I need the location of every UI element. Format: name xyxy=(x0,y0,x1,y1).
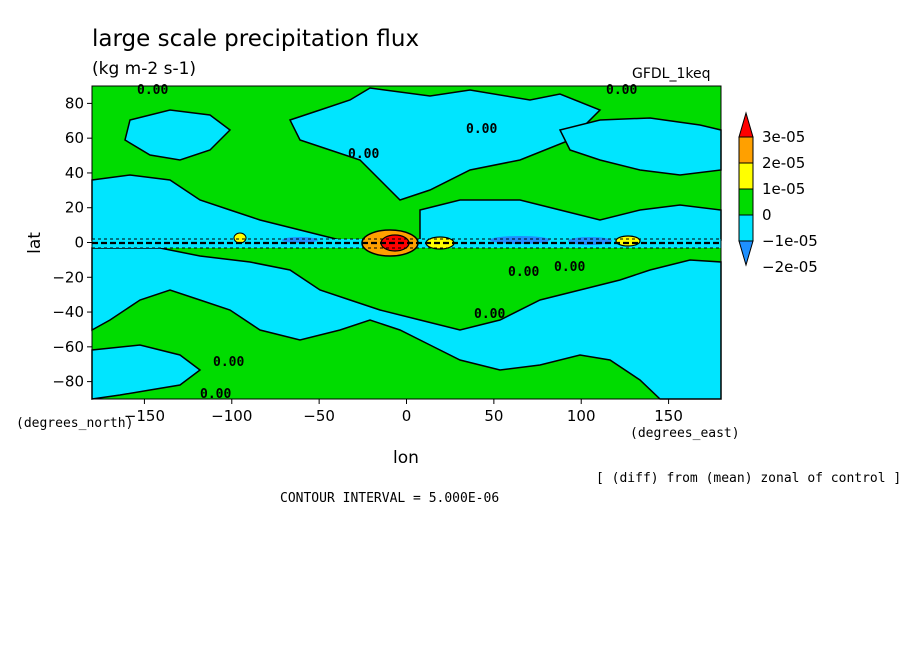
x-tick-label: −50 xyxy=(303,407,335,425)
colorbar-band xyxy=(738,162,754,190)
colorbar-band xyxy=(738,136,754,164)
x-tick-label: −100 xyxy=(211,407,252,425)
colorbar-label: 0 xyxy=(762,206,772,224)
contour-labels: 0.00 0.00 0.00 0.00 0.00 0.00 0.00 0.00 … xyxy=(137,83,637,402)
negative-anomaly-regions xyxy=(91,87,722,400)
y-tick-label: −80 xyxy=(52,373,84,391)
contour-label: 0.00 xyxy=(348,147,379,162)
plot-area: 0.00 0.00 0.00 0.00 0.00 0.00 0.00 0.00 … xyxy=(91,83,722,402)
chart-title: large scale precipitation flux xyxy=(92,26,419,52)
colorbar-label: 2e-05 xyxy=(762,154,805,172)
colorbar-band xyxy=(738,188,754,216)
contour-label: 0.00 xyxy=(137,83,168,98)
x-axis-label: lon xyxy=(393,448,419,468)
x-tick-label: 100 xyxy=(567,407,596,425)
colorbar-label: −1e-05 xyxy=(762,232,818,250)
colorbar-label: −2e-05 xyxy=(762,258,818,276)
y-tick-label: 0 xyxy=(74,234,84,252)
y-units-label: (degrees_north) xyxy=(16,416,133,431)
colorbar-bottom-arrow xyxy=(738,240,754,267)
equatorial-anomaly-band xyxy=(92,229,721,257)
y-axis-label: lat xyxy=(25,232,45,254)
x-tick-label: −150 xyxy=(124,407,165,425)
x-units-label: (degrees_east) xyxy=(630,426,740,441)
y-tick-label: −60 xyxy=(52,338,84,356)
colorbar-band xyxy=(738,214,754,242)
contour-label: 0.00 xyxy=(606,83,637,98)
chart-units: (kg m-2 s-1) xyxy=(92,59,196,79)
contour-label: 0.00 xyxy=(474,307,505,322)
contour-label: 0.00 xyxy=(213,355,244,370)
colorbar-label: 1e-05 xyxy=(762,180,805,198)
y-tick-label: 20 xyxy=(65,199,84,217)
y-axis-ticks: −80 −60 −40 −20 0 20 40 60 80 xyxy=(52,94,92,391)
contour-label: 0.00 xyxy=(554,260,585,275)
colorbar-top-arrow xyxy=(738,111,754,138)
colorbar: 3e-05 2e-05 1e-05 0 −1e-05 −2e-05 xyxy=(738,111,818,276)
model-label: GFDL_1keq xyxy=(632,66,711,82)
colorbar-label: 3e-05 xyxy=(762,128,805,146)
y-tick-label: 60 xyxy=(65,129,84,147)
x-tick-label: 0 xyxy=(402,407,412,425)
y-tick-label: 40 xyxy=(65,164,84,182)
y-tick-label: 80 xyxy=(65,94,84,112)
contour-label: 0.00 xyxy=(508,265,539,280)
x-tick-label: 50 xyxy=(484,407,503,425)
contour-interval: CONTOUR INTERVAL = 5.000E-06 xyxy=(280,491,499,506)
y-tick-label: −40 xyxy=(52,303,84,321)
diff-note: [ (diff) from (mean) zonal of control ] xyxy=(596,471,901,486)
contour-label: 0.00 xyxy=(200,387,231,402)
contour-label: 0.00 xyxy=(466,122,497,137)
y-tick-label: −20 xyxy=(52,268,84,286)
x-axis-ticks: −150 −100 −50 0 50 100 150 xyxy=(124,399,683,425)
x-tick-label: 150 xyxy=(654,407,683,425)
